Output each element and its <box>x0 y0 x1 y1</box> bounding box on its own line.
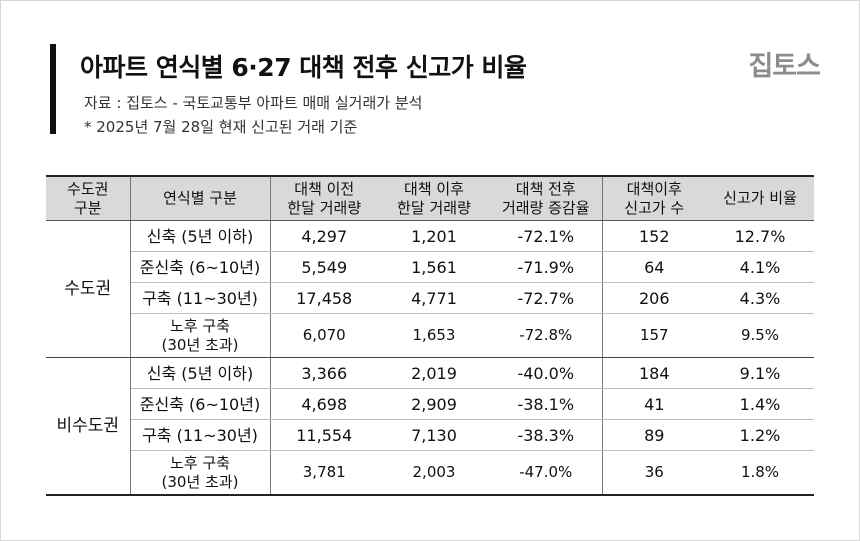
before-cell: 3,781 <box>270 450 378 496</box>
record-count-cell: 36 <box>602 450 706 496</box>
header-cell: 수도권 구분 <box>46 175 131 221</box>
table-body: 수도권 신축 (5년 이하) 4,297 1,201 -72.1% 152 12.7% 준신축… <box>46 220 814 496</box>
after-cell: 2,019 <box>378 357 490 389</box>
change-cell: -71.9% <box>490 251 603 283</box>
record-ratio-cell: 9.1% <box>706 357 814 389</box>
category-cell: 신축 (5년 이하) <box>130 357 271 389</box>
category-cell: 준신축 (6~10년) <box>130 388 271 420</box>
before-cell: 11,554 <box>270 419 378 451</box>
record-count-cell: 152 <box>602 220 706 252</box>
category-label: 준신축 (6~10년) <box>139 257 261 277</box>
brand-logo: 집토스 <box>748 51 821 82</box>
category-label: 구축 (11~30년) <box>142 425 258 445</box>
record-count-cell: 206 <box>602 282 706 314</box>
before-cell: 6,070 <box>270 313 378 358</box>
category-label: 신축 (5년 이하) <box>146 363 254 383</box>
change-cell: -38.3% <box>490 419 603 451</box>
record-ratio-cell: 1.8% <box>706 450 814 496</box>
table-row: 준신축 (6~10년) 4,698 2,909 -38.1% 41 1.4% <box>46 388 814 420</box>
category-label: (30년 초과) <box>161 472 239 491</box>
table-row: 수도권 신축 (5년 이하) 4,297 1,201 -72.1% 152 12.7% <box>46 220 814 358</box>
before-cell: 4,297 <box>270 220 378 252</box>
record-count-cell: 41 <box>602 388 706 420</box>
after-cell: 1,653 <box>378 313 490 358</box>
basis-note: * 2025년 7월 28일 현재 신고된 거래 기준 <box>84 118 358 136</box>
header-cell: 대책 이전 한달 거래량 <box>270 175 378 221</box>
after-cell: 7,130 <box>378 419 490 451</box>
record-count-cell: 89 <box>602 419 706 451</box>
record-ratio-cell: 1.2% <box>706 419 814 451</box>
category-cell: 노후 구축 (30년 초과) <box>130 313 271 358</box>
before-cell: 17,458 <box>270 282 378 314</box>
category-label: 준신축 (6~10년) <box>139 394 261 414</box>
header-cell: 대책 이후 한달 거래량 <box>378 175 490 221</box>
table-row: 구축 (11~30년) 11,554 7,130 -38.3% 89 1.2% <box>46 419 814 451</box>
category-label: 노후 구축 <box>170 316 230 335</box>
record-ratio-cell: 4.3% <box>706 282 814 314</box>
record-count-cell: 64 <box>602 251 706 283</box>
source-note: 자료 : 집토스 - 국토교통부 아파트 매매 실거래가 분석 <box>84 94 423 112</box>
record-ratio-cell: 9.5% <box>706 313 814 358</box>
header-cell: 연식별 구분 <box>130 175 271 221</box>
category-label: 노후 구축 <box>170 453 230 472</box>
change-cell: -38.1% <box>490 388 603 420</box>
table-row: 구축 (11~30년) 17,458 4,771 -72.7% 206 4.3% <box>46 282 814 314</box>
change-cell: -47.0% <box>490 450 603 496</box>
category-cell: 준신축 (6~10년) <box>130 251 271 283</box>
table-row: 준신축 (6~10년) 5,549 1,561 -71.9% 64 4.1% <box>46 251 814 283</box>
category-label: 신축 (5년 이하) <box>146 226 254 246</box>
change-cell: -72.1% <box>490 220 603 252</box>
record-count-cell: 157 <box>602 313 706 358</box>
record-ratio-cell: 1.4% <box>706 388 814 420</box>
page-title: 아파트 연식별 6·27 대책 전후 신고가 비율 <box>80 53 527 82</box>
change-cell: -72.7% <box>490 282 603 314</box>
title-accent-bar <box>50 44 56 134</box>
after-cell: 1,561 <box>378 251 490 283</box>
region-cell: 비수도권 <box>46 357 131 496</box>
category-label: 구축 (11~30년) <box>142 288 258 308</box>
after-cell: 2,003 <box>378 450 490 496</box>
record-count-cell: 184 <box>602 357 706 389</box>
table-header-row: 수도권 구분 연식별 구분 대책 이전 한달 거래량 대책 이후 한달 거래량 대책 … <box>46 175 814 221</box>
table-row: 노후 구축 (30년 초과) 3,781 2,003 -47.0% 36 1.8% <box>46 450 814 496</box>
header-cell: 대책 전후 거래량 증감율 <box>490 175 603 221</box>
before-cell: 5,549 <box>270 251 378 283</box>
after-cell: 1,201 <box>378 220 490 252</box>
header-cell: 대책이후 신고가 수 <box>602 175 706 221</box>
record-ratio-cell: 12.7% <box>706 220 814 252</box>
category-cell: 구축 (11~30년) <box>130 282 271 314</box>
header-cell: 신고가 비율 <box>706 175 814 221</box>
change-cell: -40.0% <box>490 357 603 389</box>
category-cell: 노후 구축 (30년 초과) <box>130 450 271 496</box>
record-ratio-cell: 4.1% <box>706 251 814 283</box>
category-cell: 구축 (11~30년) <box>130 419 271 451</box>
category-cell: 신축 (5년 이하) <box>130 220 271 252</box>
change-cell: -72.8% <box>490 313 603 358</box>
table-row: 비수도권 신축 (5년 이하) 3,366 2,019 -40.0% 184 9.1% <box>46 357 814 496</box>
transaction-table: 수도권 구분 연식별 구분 대책 이전 한달 거래량 대책 이후 한달 거래량 대책 … <box>46 175 814 496</box>
after-cell: 2,909 <box>378 388 490 420</box>
before-cell: 4,698 <box>270 388 378 420</box>
region-cell: 수도권 <box>46 220 131 358</box>
after-cell: 4,771 <box>378 282 490 314</box>
table-row: 노후 구축 (30년 초과) 6,070 1,653 -72.8% 157 9.5% <box>46 313 814 358</box>
before-cell: 3,366 <box>270 357 378 389</box>
category-label: (30년 초과) <box>161 335 239 354</box>
